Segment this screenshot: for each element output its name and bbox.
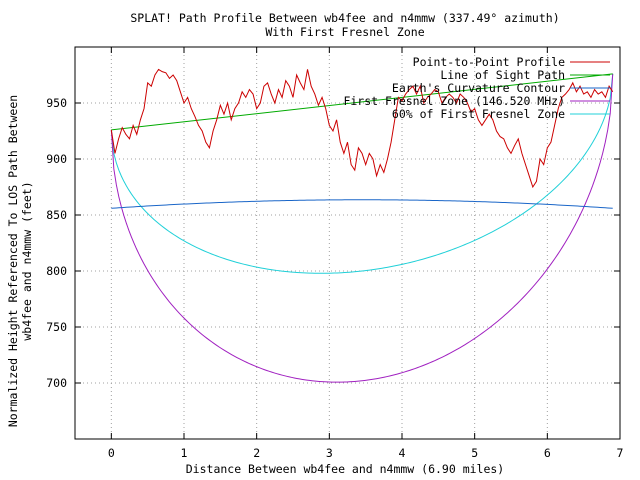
x-tick-labels: 0 1 2 3 4 5 6 7 <box>108 446 624 460</box>
chart-subtitle: With First Fresnel Zone <box>265 25 424 39</box>
y-axis-label-line2: wb4fee and n4mmw (feet) <box>20 181 34 340</box>
series-line-0 <box>110 68 614 189</box>
x-axis-label: Distance Between wb4fee and n4mmw (6.90 … <box>186 462 505 476</box>
x-tick-label: 1 <box>181 446 188 460</box>
series-line-4 <box>110 73 614 274</box>
y-tick-label: 950 <box>46 96 67 110</box>
y-tick-labels: 700 750 800 850 900 950 <box>46 96 67 390</box>
x-tick-label: 4 <box>399 446 406 460</box>
y-tick-label: 900 <box>46 152 67 166</box>
x-tick-label: 3 <box>326 446 333 460</box>
legend-label: 60% of First Fresnel Zone <box>392 107 565 121</box>
y-tick-label: 850 <box>46 208 67 222</box>
axis-ticks <box>75 47 621 439</box>
y-tick-label: 700 <box>46 376 67 390</box>
x-tick-label: 6 <box>544 446 551 460</box>
y-axis-label-line1: Normalized Height Referenced To LOS Path… <box>6 95 20 427</box>
series-line-2 <box>111 199 613 209</box>
x-tick-label: 2 <box>253 446 260 460</box>
plot-frame <box>74 46 621 440</box>
chart-title: SPLAT! Path Profile Between wb4fee and n… <box>130 11 559 25</box>
y-tick-label: 750 <box>46 320 67 334</box>
legend-label: Point-to-Point Profile <box>413 55 565 69</box>
x-tick-label: 0 <box>108 446 115 460</box>
series-line-3 <box>110 73 614 383</box>
legend-label: First Fresnel Zone (146.520 MHz) <box>343 94 565 108</box>
y-tick-label: 800 <box>46 264 67 278</box>
x-tick-label: 7 <box>617 446 624 460</box>
series-line-1 <box>111 73 613 131</box>
plot-area <box>110 68 614 383</box>
legend-label: Line of Sight Path <box>440 68 565 82</box>
legend-label: Earth's Curvature Contour <box>392 81 565 95</box>
x-tick-label: 5 <box>471 446 478 460</box>
